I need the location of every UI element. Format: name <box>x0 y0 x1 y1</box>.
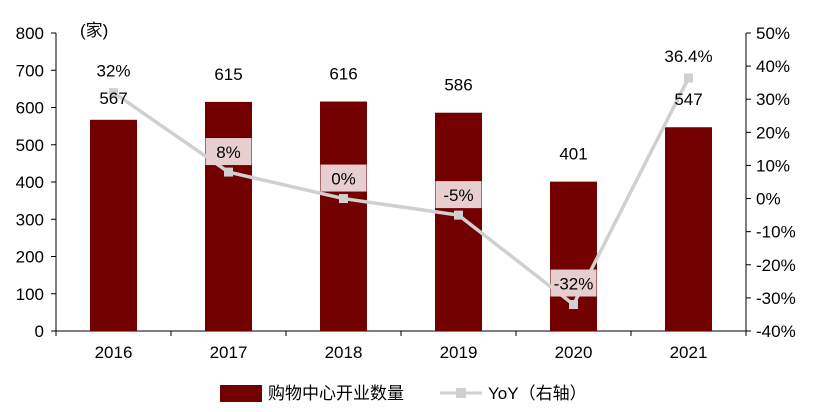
left-tick-label: 800 <box>16 24 44 43</box>
yoy-value-label: -5% <box>443 186 473 205</box>
left-tick-label: 0 <box>35 322 44 341</box>
yoy-line <box>112 77 691 307</box>
x-tick-label: 2019 <box>440 343 478 362</box>
legend-swatch-bar <box>220 385 262 402</box>
bar <box>320 101 367 331</box>
x-tick-label: 2016 <box>95 343 133 362</box>
right-tick-label: 40% <box>756 57 790 76</box>
unit-label: (家) <box>80 21 108 40</box>
bar-value-label: 401 <box>559 145 587 164</box>
right-tick-label: -20% <box>756 256 796 275</box>
right-tick-label: 10% <box>756 156 790 175</box>
left-tick-label: 500 <box>16 136 44 155</box>
yoy-value-label: 32% <box>96 62 130 81</box>
yoy-label-box <box>205 138 252 166</box>
right-tick-label: -10% <box>756 223 796 242</box>
yoy-marker <box>454 210 463 220</box>
bar <box>90 119 137 331</box>
yoy-marker <box>109 88 118 98</box>
x-tick-label: 2021 <box>670 343 708 362</box>
yoy-marker <box>224 167 233 177</box>
x-tick-label: 2017 <box>210 343 248 362</box>
yoy-label-box <box>435 181 482 209</box>
bar-value-label: 616 <box>329 65 357 84</box>
bar <box>435 112 482 331</box>
axes: 0 100 200 300 400 500 600 700 800 -40% -30% -20% -10… <box>16 24 796 362</box>
right-tick-label: 50% <box>756 24 790 43</box>
right-tick-label: 0% <box>756 190 781 209</box>
right-tick-label: -30% <box>756 289 796 308</box>
bar-value-label: 567 <box>99 89 127 108</box>
bar <box>205 101 252 331</box>
legend: 购物中心开业数量 YoY（右轴） <box>220 384 587 403</box>
left-tick-label: 200 <box>16 248 44 267</box>
yoy-value-label: 0% <box>331 170 356 189</box>
x-tick-label: 2018 <box>325 343 363 362</box>
data-labels: 567 615 616 586 401 547 32% 8% 0% -5% -32% 36.4% <box>96 47 713 297</box>
left-tick-label: 300 <box>16 210 44 229</box>
yoy-label-box <box>320 164 367 192</box>
legend-label-line: YoY（右轴） <box>488 384 587 403</box>
right-tick-label: -40% <box>756 322 796 341</box>
left-tick-label: 400 <box>16 173 44 192</box>
right-tick-label: 20% <box>756 123 790 142</box>
yoy-value-label: 36.4% <box>664 47 712 66</box>
x-tick-label: 2020 <box>555 343 593 362</box>
yoy-marker <box>339 194 348 204</box>
bar-value-label: 586 <box>444 76 472 95</box>
yoy-marker <box>569 300 578 310</box>
left-tick-label: 100 <box>16 285 44 304</box>
yoy-line-layer <box>109 73 693 310</box>
bar-value-label: 615 <box>214 65 242 84</box>
right-tick-label: 30% <box>756 90 790 109</box>
yoy-value-label: 8% <box>216 143 241 162</box>
yoy-marker <box>684 73 693 83</box>
bar <box>665 127 712 332</box>
legend-label-bar: 购物中心开业数量 <box>268 384 404 403</box>
legend-swatch-marker <box>456 388 466 398</box>
yoy-label-box <box>550 269 597 297</box>
bar-value-label: 547 <box>674 90 702 109</box>
yoy-value-label: -32% <box>554 275 594 294</box>
left-tick-label: 600 <box>16 99 44 118</box>
left-tick-label: 700 <box>16 61 44 80</box>
